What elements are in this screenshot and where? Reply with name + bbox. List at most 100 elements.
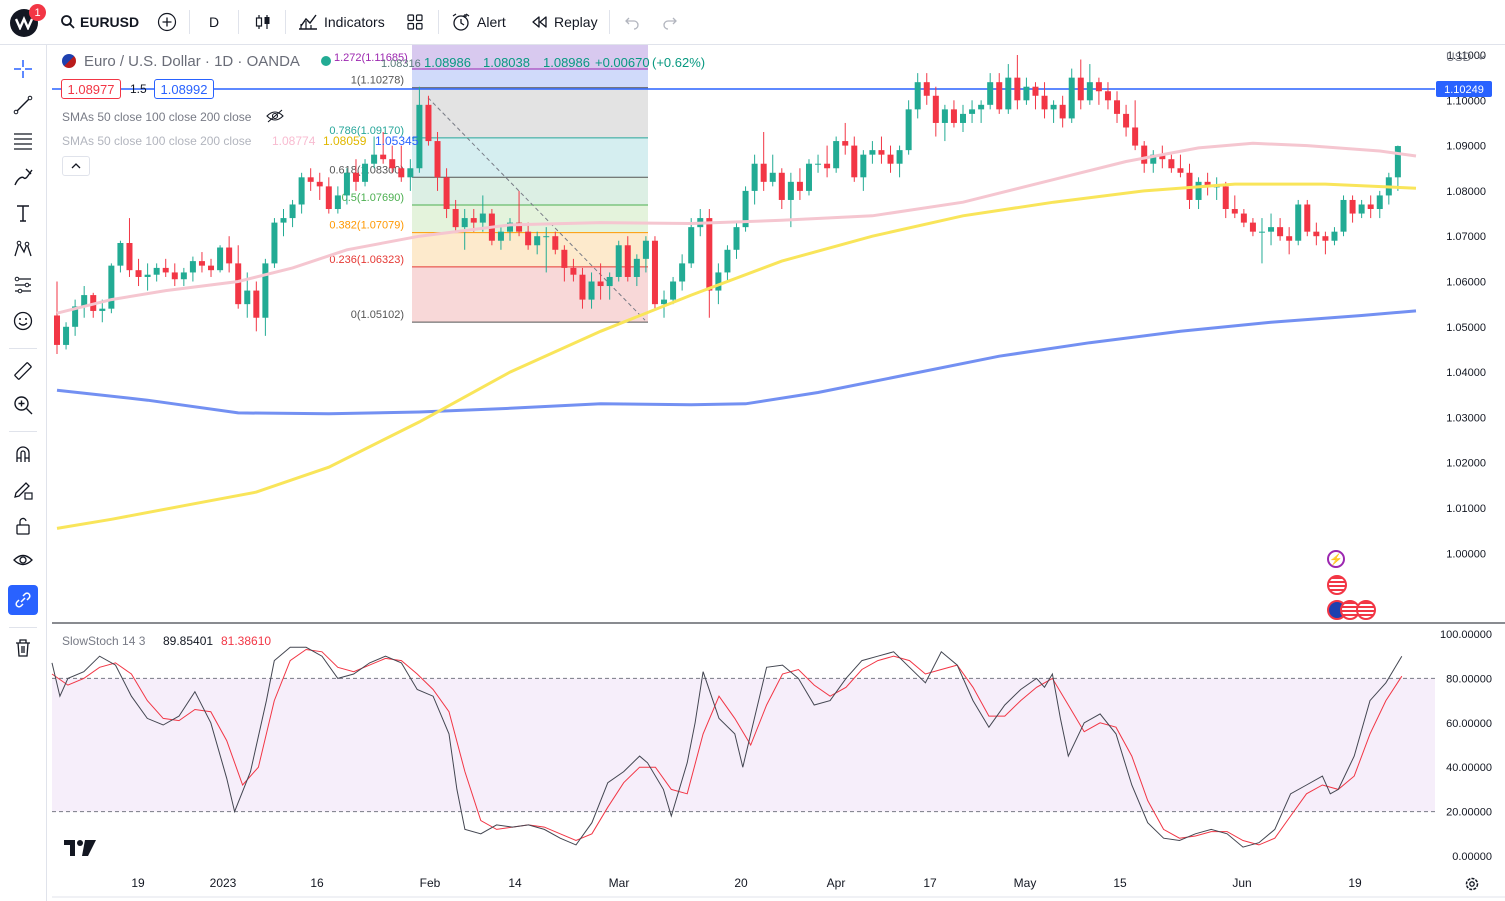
pencil-lock-icon [14,482,33,500]
redo-button[interactable] [662,10,678,34]
candle-body [978,104,985,110]
prediction-tool-button[interactable] [10,272,36,298]
time-axis-label: May [1014,876,1037,890]
stoch-k-line [51,646,1403,848]
candle-body [1141,145,1148,164]
fib-label-obscured-2: 1.08316 [381,58,421,70]
crosshair-tool-button[interactable] [10,56,36,82]
candle-body [99,308,106,311]
candle-body [235,263,242,305]
remove-drawings-button[interactable] [10,635,36,661]
candle-body [1258,231,1265,233]
unlock-icon [16,517,30,535]
candle-body [1277,227,1284,237]
sma-legend-label: SMAs 50 close 100 close 200 close [62,110,252,124]
alarm-clock-icon [452,13,470,31]
time-axis-label: 16 [310,876,324,890]
stoch-d-value: 81.38610 [221,634,272,648]
ruler-icon [14,362,32,380]
price-axis-label: 1.08000 [1446,186,1486,198]
hide-indicator-button[interactable] [266,108,284,129]
candle-body [1041,95,1048,110]
pattern-tool-button[interactable] [10,236,36,262]
candle-body [289,204,296,219]
undo-button[interactable] [624,10,640,34]
time-axis-label: 15 [1113,876,1127,890]
us-event-icon[interactable] [1356,600,1376,620]
candle-body [1268,227,1275,232]
stoch-axis-label: 20.00000 [1446,807,1492,819]
brush-tool-button[interactable] [10,164,36,190]
fib-zone [412,137,648,178]
stoch-d-line [51,648,1403,846]
redo-icon [663,17,677,30]
fib-tool-button[interactable] [10,128,36,154]
icon-tool-button[interactable] [10,308,36,334]
candle-body [661,299,668,305]
fib-level-label: 1(1.10278) [351,75,404,87]
us-event-icon[interactable] [1327,575,1347,595]
candle-body [543,236,550,238]
candle-body [180,272,187,280]
candle-body [688,227,695,264]
legend-title: Euro / U.S. Dollar · 1D · OANDA [84,53,300,70]
layout-grid-icon [407,14,423,30]
sync-drawings-button[interactable] [8,585,38,615]
candle-body [534,236,541,246]
drawing-mode-button[interactable] [10,477,36,503]
candle-body [651,240,658,305]
chart-type-button[interactable] [254,10,272,34]
alert-button[interactable]: Alert [451,10,506,34]
candle-body [996,82,1003,110]
forecast-icon [14,276,31,294]
flash-event-icon[interactable]: ⚡ [1327,550,1345,568]
trend-line-tool-button[interactable] [10,92,36,118]
candle-body [751,163,758,191]
time-axis-label: 19 [1348,876,1362,890]
candle-body [108,265,115,309]
symbol-search[interactable]: EURUSD [60,10,139,34]
candle-body [960,113,966,123]
fib-retracement-icon [14,133,32,150]
candle-body [54,315,60,345]
candle-body [461,218,468,228]
legend-title-name: Euro / U.S. Dollar [84,53,201,70]
toolbar-divider [9,627,37,628]
candle-body [1068,77,1075,119]
candle-body [1376,195,1383,210]
indicators-button[interactable]: Indicators [298,10,385,34]
candle-body [488,213,495,241]
hide-drawings-button[interactable] [10,547,36,573]
zoom-tool-button[interactable] [10,392,36,418]
stoch-axis-label: 0.00000 [1452,851,1492,863]
candle-body [90,295,97,311]
compare-symbol-button[interactable] [157,10,177,34]
candle-body [887,154,894,164]
collapse-legend-button[interactable] [62,156,90,176]
candle-body [878,150,885,155]
candle-body [1349,199,1356,214]
candle-body [815,163,822,165]
interval-button[interactable]: D [209,14,220,30]
candle-body [1005,77,1012,110]
candle-body [1340,199,1347,232]
sell-price-button[interactable]: 1.08977 [61,79,121,99]
magnet-button[interactable] [10,441,36,467]
fib-level-label: 0.5(1.07690) [342,192,404,204]
currency-selector[interactable]: USD [1446,50,1485,64]
ohlc-change-pct: (+0.62%) [652,55,706,70]
replay-button[interactable]: Replay [530,10,598,34]
search-icon [61,15,75,29]
market-status-icon [321,56,331,66]
lock-drawings-button[interactable] [10,513,36,539]
buy-price-button[interactable]: 1.08992 [154,79,214,99]
candle-body [280,218,287,223]
candle-body [624,245,631,277]
legend-title-separator: · [237,53,247,70]
measure-tool-button[interactable] [10,358,36,384]
candle-body [1394,146,1401,178]
text-tool-button[interactable] [10,200,36,226]
layout-button[interactable] [406,10,424,34]
candle-body [470,218,477,223]
chart-settings-button[interactable] [1464,876,1480,897]
